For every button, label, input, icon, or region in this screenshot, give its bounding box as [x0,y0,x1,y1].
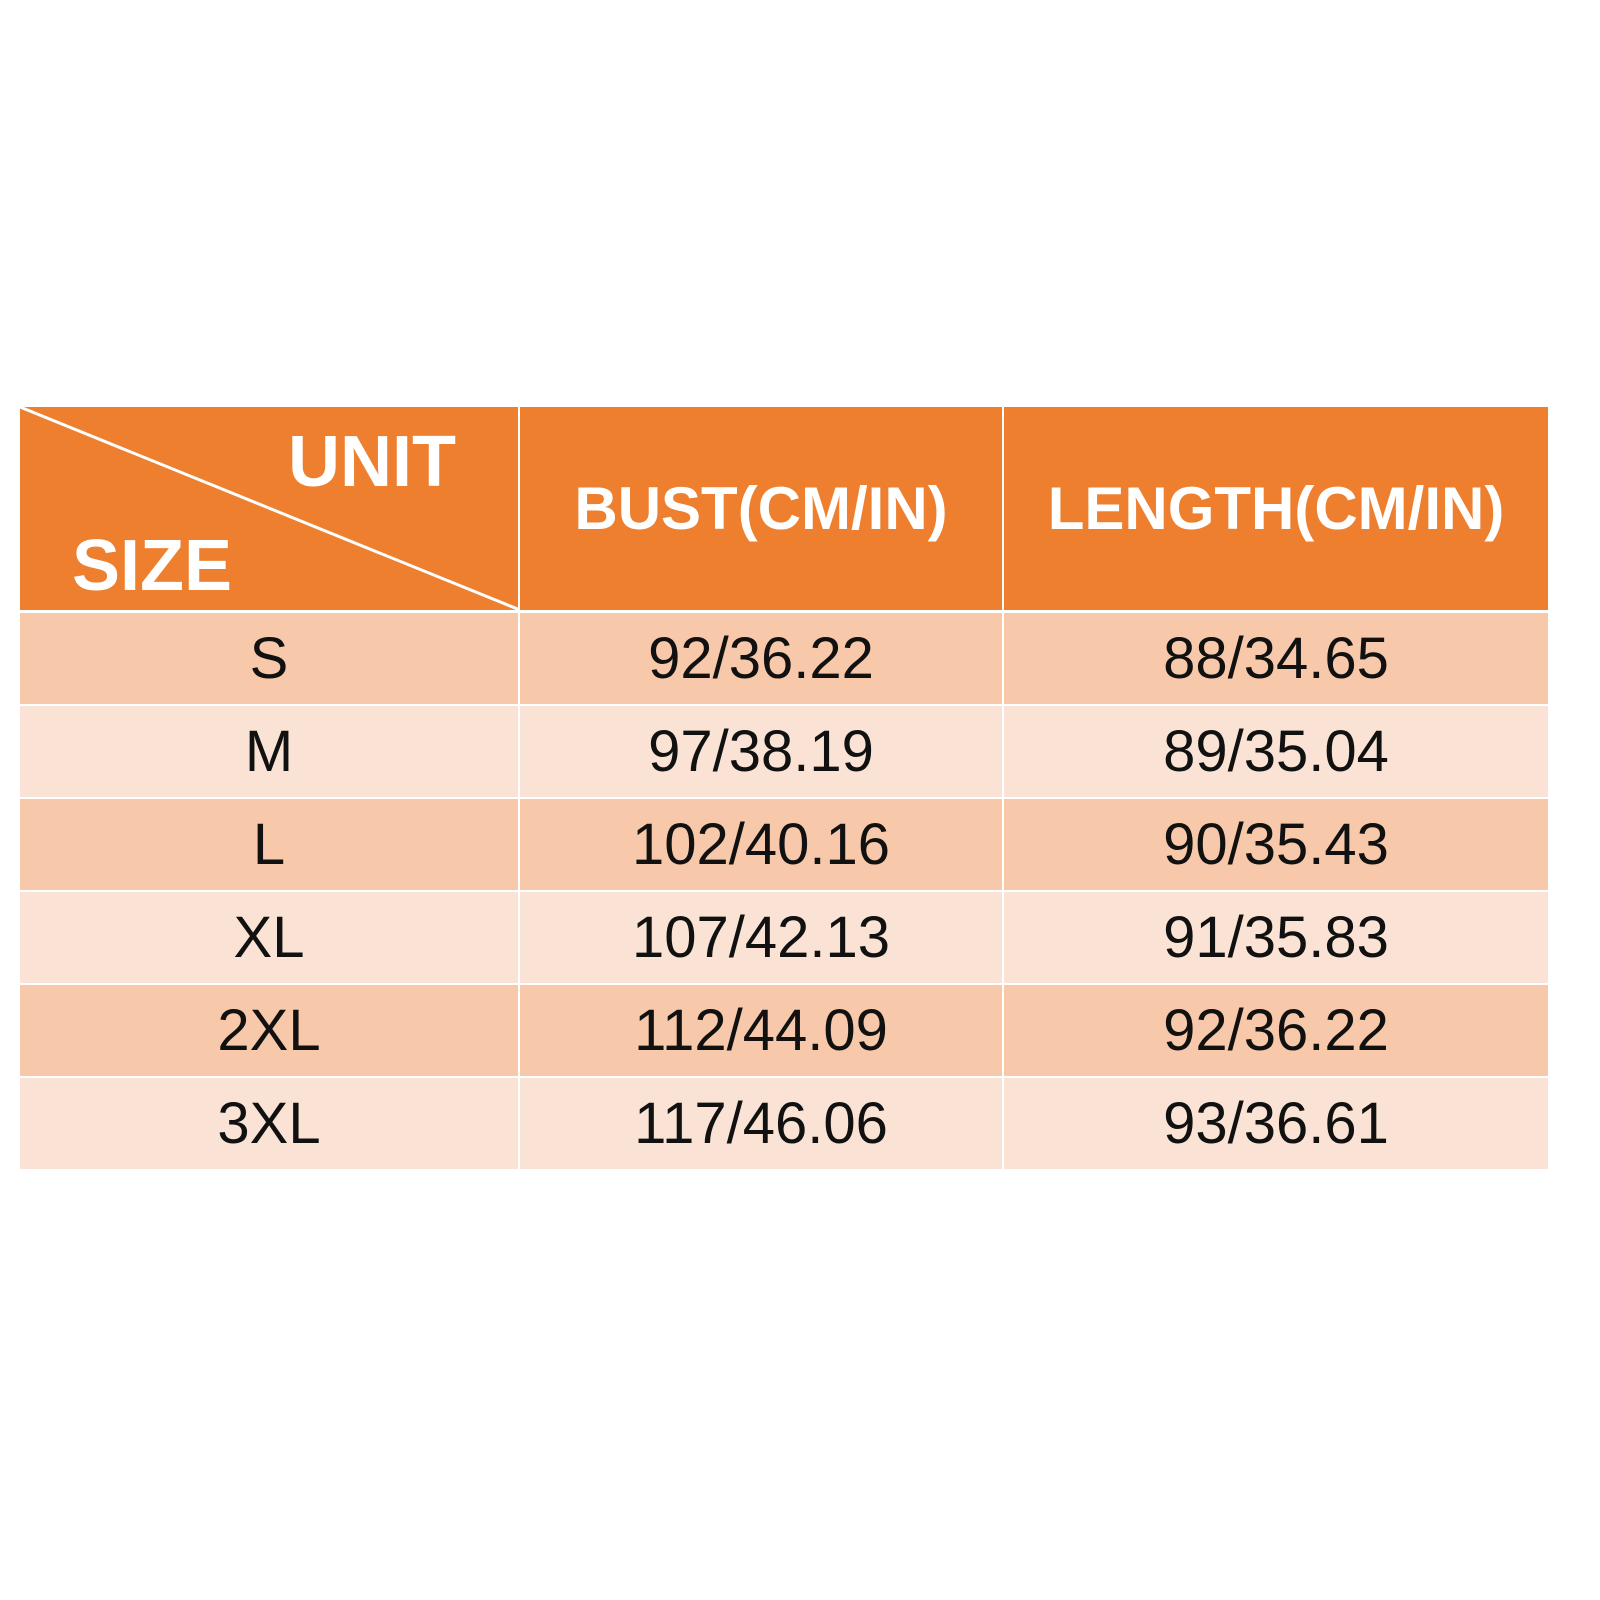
table-body: S 92/36.22 88/34.65 M 97/38.19 89/35.04 L 102/4… [20,613,1548,1169]
size-cell: L [20,799,520,890]
table-row: L 102/40.16 90/35.43 [20,799,1548,890]
length-header: LENGTH(CM/IN) [1047,475,1505,542]
bust-cell: 102/40.16 [520,799,1004,890]
length-cell: 92/36.22 [1163,998,1389,1063]
table-row: 2XL 112/44.09 92/36.22 [20,985,1548,1076]
size-chart-table: UNIT SIZE BUST(CM/IN) LENGTH(CM/IN) S 92/… [20,407,1548,1171]
table-row: 3XL 117/46.06 93/36.61 [20,1078,1548,1169]
unit-label: UNIT [288,422,456,502]
size-label: SIZE [72,526,233,606]
bust-cell: 112/44.09 [520,985,1004,1076]
size-cell: 2XL [20,985,520,1076]
table-row: S 92/36.22 88/34.65 [20,613,1548,704]
size-cell: XL [20,892,520,983]
length-cell: 90/35.43 [1163,812,1389,877]
bust-cell: 92/36.22 [520,613,1004,704]
diagonal-divider [20,407,520,610]
table-row: XL 107/42.13 91/35.83 [20,892,1548,983]
header-row: UNIT SIZE BUST(CM/IN) LENGTH(CM/IN) [20,407,1548,610]
bust-header: BUST(CM/IN) [520,407,1004,610]
length-cell: 91/35.83 [1163,905,1389,970]
size-cell: S [20,613,520,704]
bust-cell: 97/38.19 [520,706,1004,797]
length-cell: 93/36.61 [1163,1091,1389,1156]
bust-cell: 117/46.06 [520,1078,1004,1169]
table-row: M 97/38.19 89/35.04 [20,706,1548,797]
size-cell: 3XL [20,1078,520,1169]
bust-cell: 107/42.13 [520,892,1004,983]
size-cell: M [20,706,520,797]
corner-header-cell: UNIT SIZE [20,407,520,610]
length-cell: 89/35.04 [1163,719,1389,784]
length-cell: 88/34.65 [1163,626,1389,691]
